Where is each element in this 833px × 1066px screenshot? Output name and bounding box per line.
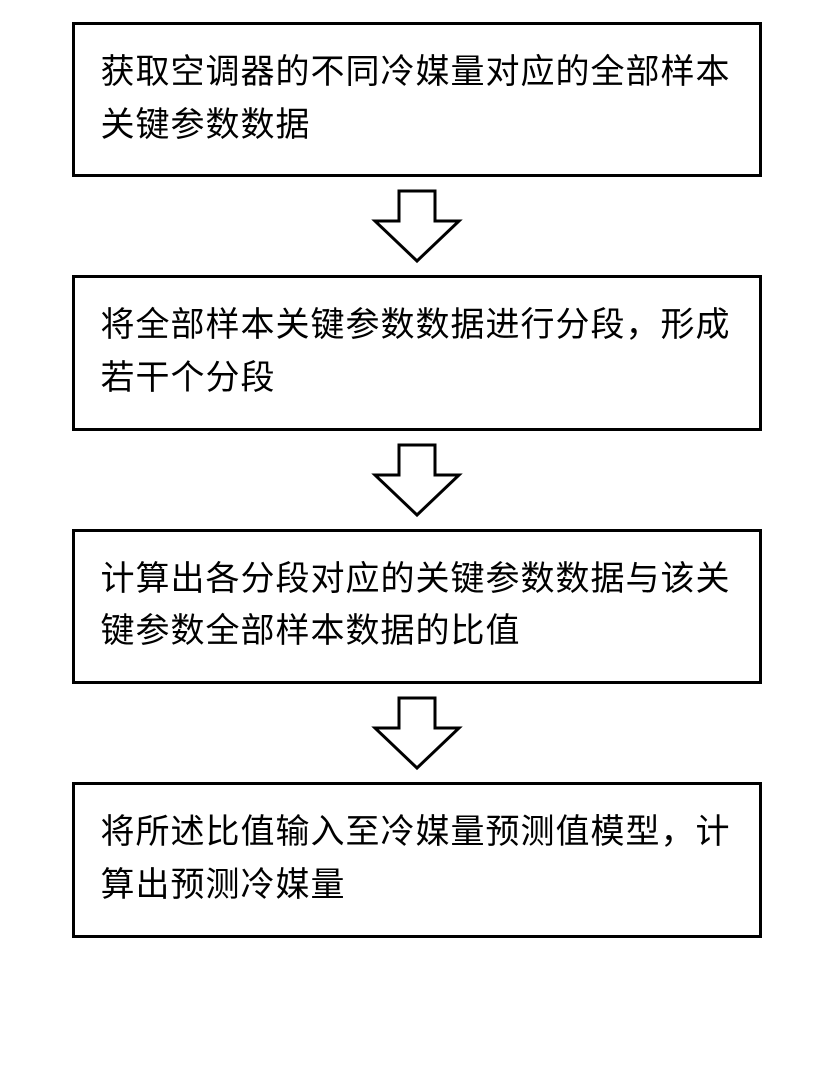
flow-step-2-text: 将全部样本关键参数数据进行分段，形成若干个分段 (101, 307, 731, 397)
flow-step-3: 计算出各分段对应的关键参数数据与该关键参数全部样本数据的比值 (72, 529, 762, 684)
flow-step-4: 将所述比值输入至冷媒量预测值模型，计算出预测冷媒量 (72, 782, 762, 937)
arrow-3 (371, 684, 463, 782)
flow-step-2: 将全部样本关键参数数据进行分段，形成若干个分段 (72, 275, 762, 430)
down-arrow-icon (371, 441, 463, 519)
down-arrow-icon (371, 694, 463, 772)
flow-step-1-text: 获取空调器的不同冷媒量对应的全部样本关键参数数据 (101, 54, 731, 144)
arrow-1 (371, 177, 463, 275)
arrow-2 (371, 431, 463, 529)
flow-step-1: 获取空调器的不同冷媒量对应的全部样本关键参数数据 (72, 22, 762, 177)
flow-step-3-text: 计算出各分段对应的关键参数数据与该关键参数全部样本数据的比值 (101, 561, 731, 651)
flow-step-4-text: 将所述比值输入至冷媒量预测值模型，计算出预测冷媒量 (101, 814, 731, 904)
down-arrow-icon (371, 187, 463, 265)
